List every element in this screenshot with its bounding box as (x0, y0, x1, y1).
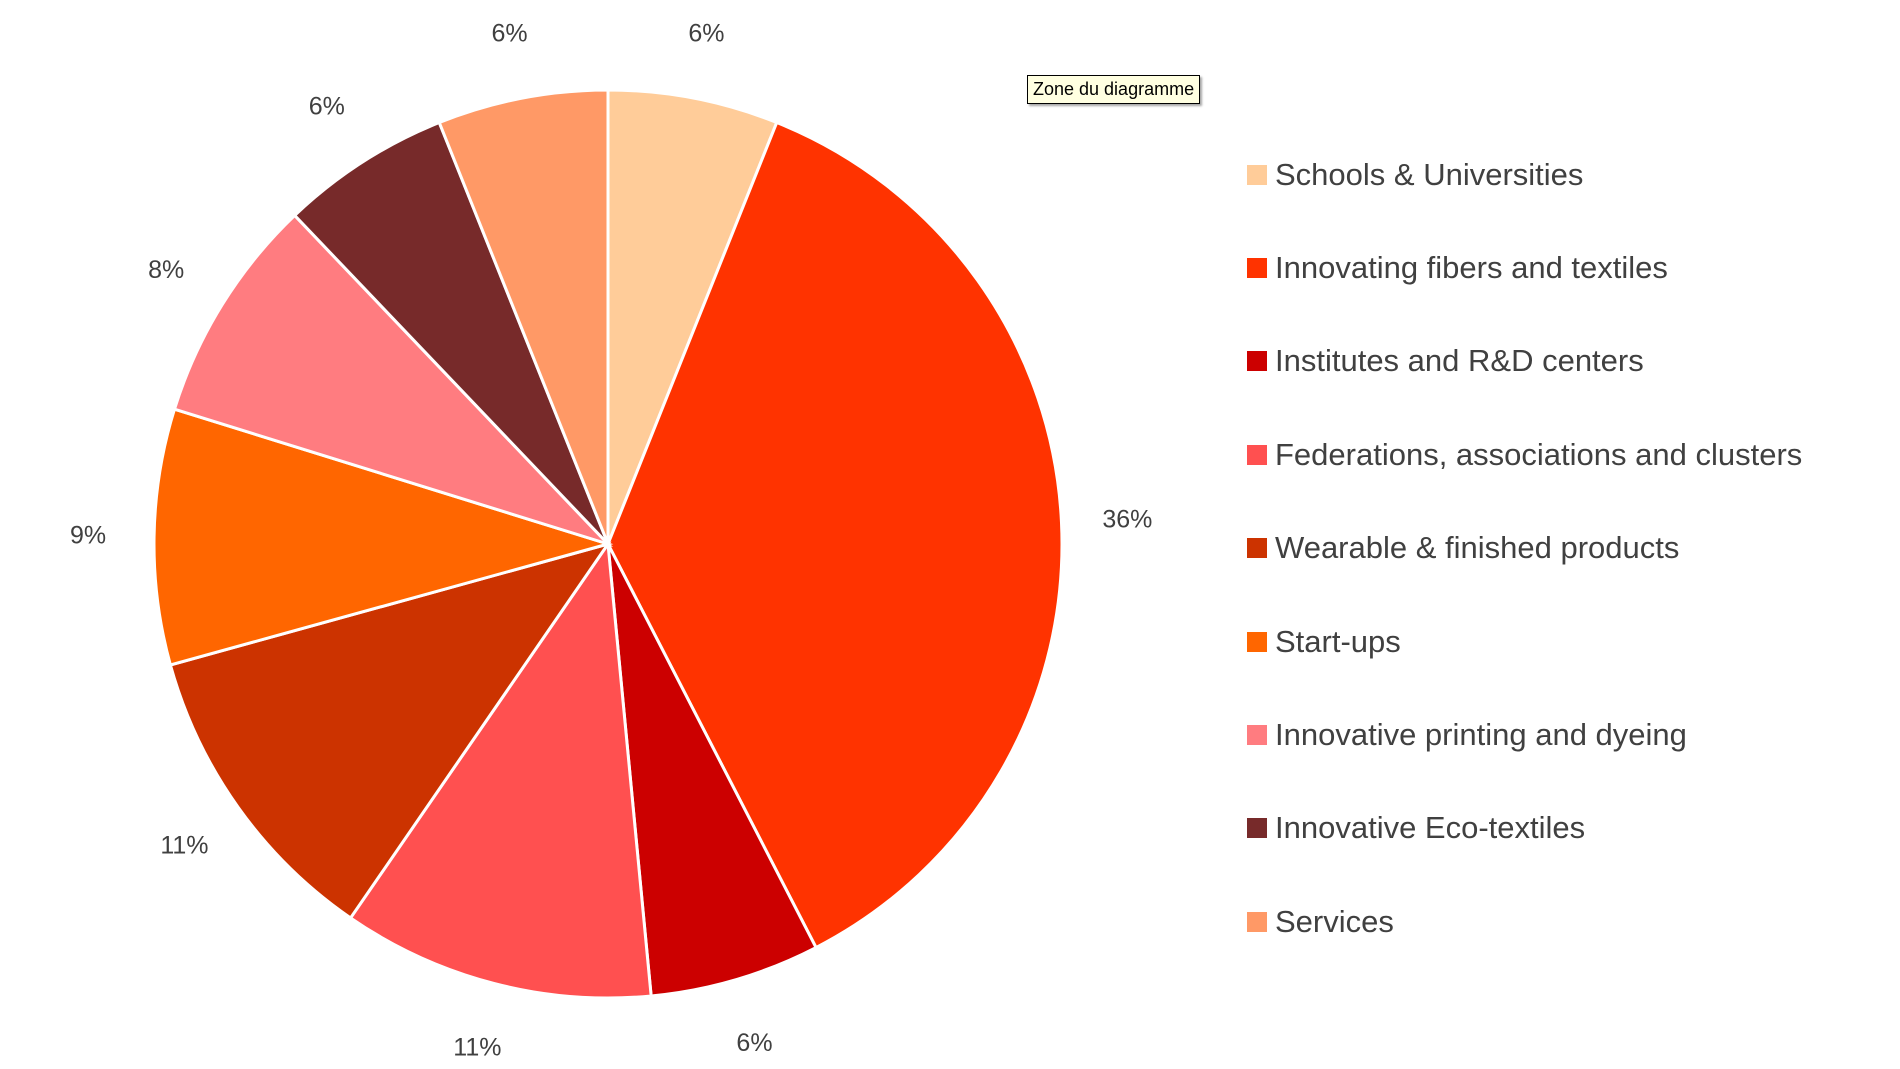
pie-slice-8[interactable] (437, 88, 610, 545)
legend-swatch (1247, 164, 1267, 185)
legend-item: Schools & Universities (1247, 128, 1867, 221)
legend-item: Services (1247, 875, 1867, 968)
legend-label: Wearable & finished products (1275, 530, 1680, 566)
legend-swatch (1247, 444, 1267, 465)
legend-item: Federations, associations and clusters (1247, 408, 1867, 501)
legend-swatch (1247, 351, 1267, 372)
pie-slice-6[interactable] (172, 213, 614, 548)
legend-swatch (1247, 725, 1267, 746)
legend-swatch (1247, 631, 1267, 652)
data-label-6: 8% (148, 256, 184, 284)
data-label-5: 9% (70, 522, 106, 550)
legend-item: Innovative Eco-textiles (1247, 782, 1867, 875)
data-label-8: 6% (492, 19, 528, 47)
data-label-7: 6% (309, 93, 345, 121)
chart-area-tooltip: Zone du diagramme (1027, 75, 1201, 104)
legend-item: Innovating fibers and textiles (1247, 221, 1867, 314)
data-label-4: 11% (160, 832, 208, 860)
legend-label: Federations, associations and clusters (1275, 436, 1803, 472)
legend-label: Services (1275, 903, 1394, 939)
legend-item: Institutes and R&D centers (1247, 315, 1867, 408)
data-label-1: 36% (1102, 505, 1152, 533)
legend-label: Innovative Eco-textiles (1275, 810, 1586, 846)
legend-item: Innovative printing and dyeing (1247, 688, 1867, 781)
legend-label: Innovating fibers and textiles (1275, 250, 1668, 286)
data-label-2: 6% (736, 1029, 772, 1057)
pie-slice-0[interactable] (606, 88, 779, 545)
pie-slice-5[interactable] (152, 407, 614, 667)
chart-legend: Schools & Universities Innovating fibers … (1247, 128, 1867, 969)
legend-label: Start-ups (1275, 623, 1401, 659)
legend-item: Wearable & finished products (1247, 502, 1867, 595)
legend-swatch (1247, 911, 1267, 932)
legend-label: Innovative printing and dyeing (1275, 717, 1687, 753)
legend-swatch (1247, 258, 1267, 279)
pie-slice-3[interactable] (348, 539, 653, 1000)
legend-label: Institutes and R&D centers (1275, 343, 1644, 379)
legend-swatch (1247, 818, 1267, 839)
legend-swatch (1247, 538, 1267, 559)
pie-slice-4[interactable] (168, 541, 612, 921)
pie-slice-2[interactable] (606, 543, 819, 998)
legend-item: Start-ups (1247, 595, 1867, 688)
pie-slice-1[interactable] (606, 120, 1064, 950)
data-label-3: 11% (453, 1033, 501, 1061)
data-label-0: 6% (688, 19, 724, 47)
legend-label: Schools & Universities (1275, 156, 1584, 192)
pie-slice-7[interactable] (292, 120, 610, 546)
